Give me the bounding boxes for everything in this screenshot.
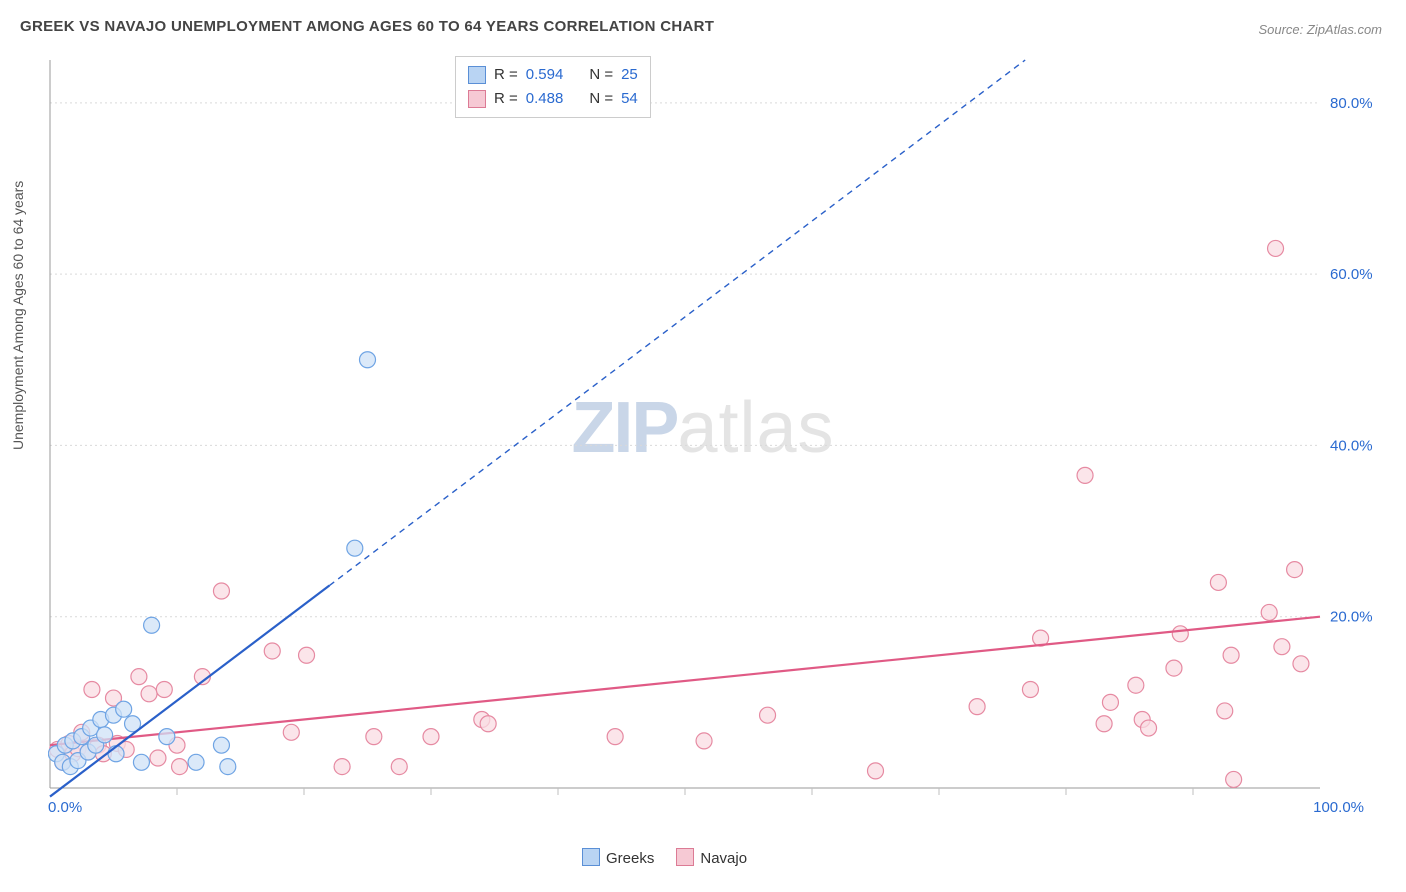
data-point-greeks bbox=[116, 701, 132, 717]
data-point-navajo bbox=[366, 729, 382, 745]
data-point-greeks bbox=[220, 759, 236, 775]
correlation-legend: R = 0.594 N = 25 R = 0.488 N = 54 bbox=[455, 56, 651, 118]
data-point-navajo bbox=[1274, 639, 1290, 655]
series-legend: Greeks Navajo bbox=[582, 848, 747, 867]
data-point-navajo bbox=[1210, 574, 1226, 590]
data-point-greeks bbox=[213, 737, 229, 753]
legend-item-navajo: Navajo bbox=[676, 848, 747, 867]
data-point-navajo bbox=[150, 750, 166, 766]
data-point-navajo bbox=[1261, 604, 1277, 620]
data-point-navajo bbox=[1022, 682, 1038, 698]
data-point-greeks bbox=[347, 540, 363, 556]
legend-item-greeks: Greeks bbox=[582, 848, 654, 867]
y-tick-label: 20.0% bbox=[1330, 609, 1373, 626]
data-point-greeks bbox=[188, 754, 204, 770]
data-point-navajo bbox=[1141, 720, 1157, 736]
swatch-navajo bbox=[676, 848, 694, 866]
swatch-greeks bbox=[468, 66, 486, 84]
data-point-navajo bbox=[1077, 467, 1093, 483]
r-value-greeks: 0.594 bbox=[526, 63, 564, 87]
data-point-navajo bbox=[1096, 716, 1112, 732]
n-label: N = bbox=[589, 63, 613, 87]
data-point-navajo bbox=[760, 707, 776, 723]
data-point-navajo bbox=[213, 583, 229, 599]
data-point-navajo bbox=[141, 686, 157, 702]
data-point-greeks bbox=[108, 746, 124, 762]
legend-row-greeks: R = 0.594 N = 25 bbox=[468, 63, 638, 87]
data-point-navajo bbox=[172, 759, 188, 775]
r-label: R = bbox=[494, 63, 518, 87]
source-attribution: Source: ZipAtlas.com bbox=[1258, 22, 1382, 37]
n-label: N = bbox=[589, 87, 613, 111]
data-point-navajo bbox=[1217, 703, 1233, 719]
data-point-navajo bbox=[84, 682, 100, 698]
swatch-greeks bbox=[582, 848, 600, 866]
y-tick-label: 60.0% bbox=[1330, 266, 1373, 283]
data-point-greeks bbox=[133, 754, 149, 770]
x-max-label: 100.0% bbox=[1313, 799, 1364, 816]
y-axis-label: Unemployment Among Ages 60 to 64 years bbox=[10, 181, 26, 450]
x-min-label: 0.0% bbox=[48, 799, 82, 816]
data-point-navajo bbox=[334, 759, 350, 775]
data-point-navajo bbox=[131, 669, 147, 685]
data-point-navajo bbox=[264, 643, 280, 659]
chart-title: GREEK VS NAVAJO UNEMPLOYMENT AMONG AGES … bbox=[20, 18, 714, 35]
data-point-greeks bbox=[360, 352, 376, 368]
data-point-navajo bbox=[607, 729, 623, 745]
data-point-greeks bbox=[159, 729, 175, 745]
series-label-navajo: Navajo bbox=[700, 850, 747, 867]
data-point-navajo bbox=[391, 759, 407, 775]
n-value-navajo: 54 bbox=[621, 87, 638, 111]
data-point-navajo bbox=[1268, 240, 1284, 256]
data-point-navajo bbox=[868, 763, 884, 779]
data-point-navajo bbox=[299, 647, 315, 663]
data-point-navajo bbox=[969, 699, 985, 715]
data-point-navajo bbox=[480, 716, 496, 732]
series-label-greeks: Greeks bbox=[606, 850, 654, 867]
data-point-navajo bbox=[1226, 771, 1242, 787]
data-point-navajo bbox=[1293, 656, 1309, 672]
data-point-navajo bbox=[1102, 694, 1118, 710]
r-value-navajo: 0.488 bbox=[526, 87, 564, 111]
trend-line-greeks-extrapolated bbox=[329, 60, 1025, 586]
data-point-navajo bbox=[423, 729, 439, 745]
data-point-navajo bbox=[1166, 660, 1182, 676]
data-point-navajo bbox=[156, 682, 172, 698]
data-point-navajo bbox=[1128, 677, 1144, 693]
legend-row-navajo: R = 0.488 N = 54 bbox=[468, 87, 638, 111]
data-point-greeks bbox=[97, 727, 113, 743]
data-point-greeks bbox=[144, 617, 160, 633]
data-point-navajo bbox=[696, 733, 712, 749]
r-label: R = bbox=[494, 87, 518, 111]
data-point-navajo bbox=[1287, 562, 1303, 578]
swatch-navajo bbox=[468, 90, 486, 108]
data-point-navajo bbox=[1223, 647, 1239, 663]
data-point-navajo bbox=[1172, 626, 1188, 642]
y-tick-label: 40.0% bbox=[1330, 437, 1373, 454]
data-point-navajo bbox=[283, 724, 299, 740]
n-value-greeks: 25 bbox=[621, 63, 638, 87]
y-tick-label: 80.0% bbox=[1330, 95, 1373, 112]
scatter-plot: 20.0% 40.0% 60.0% 80.0% 0.0% 100.0% bbox=[48, 50, 1378, 820]
